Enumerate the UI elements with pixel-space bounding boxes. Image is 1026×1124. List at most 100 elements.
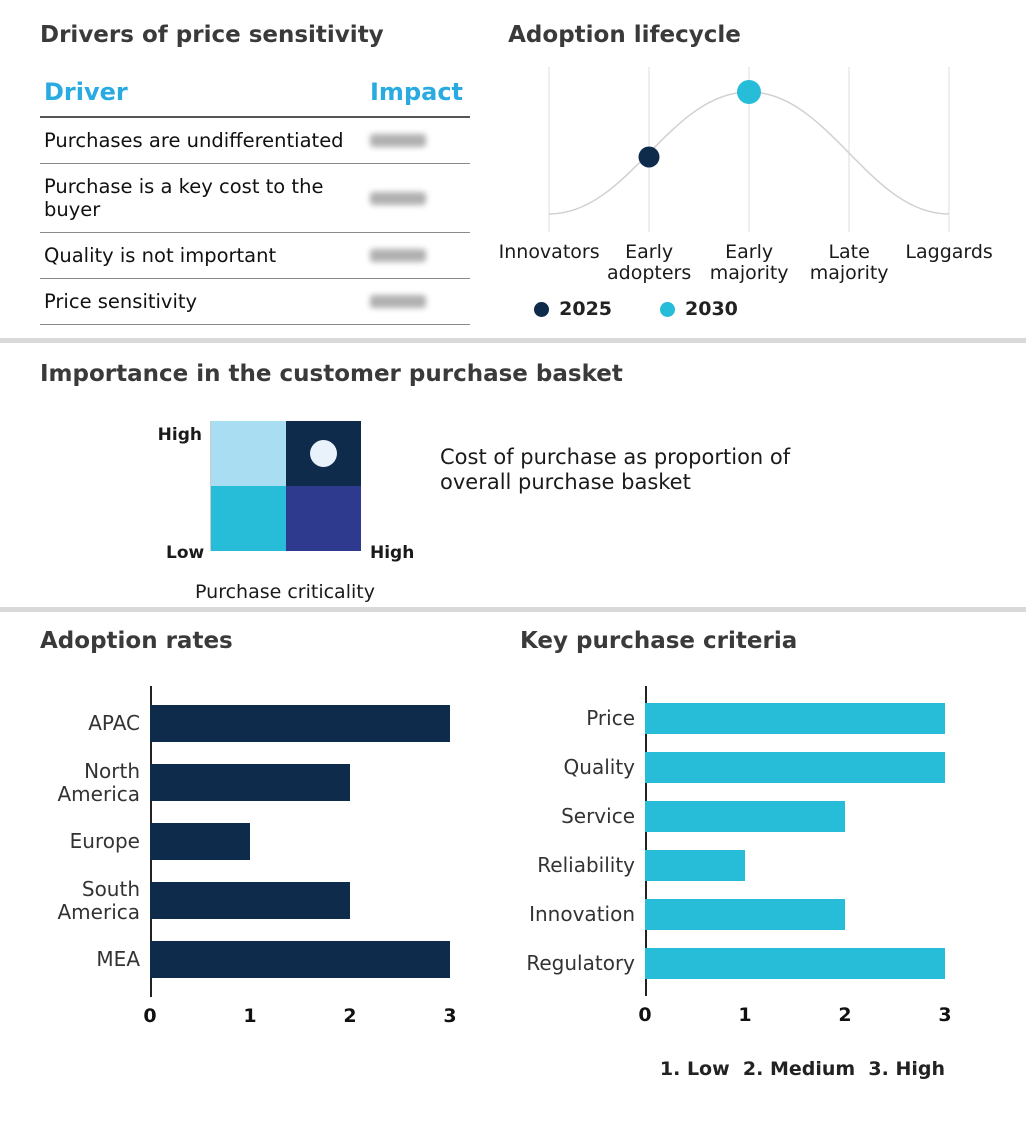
- bar-category-label: Price: [586, 706, 635, 730]
- bar-category-label: South America: [57, 876, 141, 924]
- bar-track: [645, 752, 945, 783]
- bar-track: [150, 764, 450, 801]
- bar-row: Service: [520, 792, 980, 841]
- lifecycle-marker-2030: [737, 80, 762, 104]
- tick-label: 3: [443, 1005, 457, 1027]
- legend-label: 2030: [685, 298, 738, 320]
- lifecycle-legend: 2025 2030: [534, 298, 1006, 320]
- legend-item: 2025: [534, 298, 612, 320]
- driver-row: Purchase is a key cost to the buyer: [40, 163, 470, 233]
- bar-track: [645, 801, 945, 832]
- quadrant-top-left: [211, 421, 286, 486]
- drivers-title: Drivers of price sensitivity: [40, 22, 384, 48]
- impact-redacted-value: [370, 134, 426, 147]
- bar: [645, 850, 745, 881]
- bar: [150, 823, 250, 860]
- matrix-marker-dot: [310, 440, 337, 467]
- lifecycle-stage-label: Early adopters: [607, 241, 692, 285]
- bar-row: Quality: [520, 743, 980, 792]
- x-axis-ticks: 0 1 2 3: [638, 1004, 951, 1030]
- bar: [645, 703, 945, 734]
- basket-description: Cost of purchase as proportion of overal…: [440, 445, 791, 494]
- impact-cell: [366, 232, 470, 279]
- bar-row: North America: [40, 753, 490, 812]
- driver-row: Quality is not important: [40, 232, 470, 279]
- impact-redacted-value: [370, 295, 426, 308]
- adoption-rates-chart: Adoption rates APAC North America Europe So…: [40, 628, 490, 1080]
- bar: [150, 705, 450, 742]
- bar-category-label: Service: [561, 804, 635, 828]
- purchase-basket-section: Importance in the customer purchase bask…: [0, 343, 1026, 607]
- bar-category-label: Europe: [69, 829, 140, 853]
- section-divider: [0, 607, 1026, 612]
- bar: [150, 941, 450, 978]
- bar-row: Innovation: [520, 890, 980, 939]
- matrix-x-high-label: High: [370, 543, 415, 563]
- legend-dot: [534, 301, 550, 317]
- bar-row: MEA: [40, 930, 490, 989]
- adoption-lifecycle-chart: [548, 67, 950, 232]
- bar: [150, 882, 350, 919]
- tick-label: 2: [838, 1004, 852, 1026]
- bar-category-label: APAC: [88, 711, 140, 735]
- bar: [645, 948, 945, 979]
- bar-category-label: North America: [57, 758, 141, 806]
- scale-footnote: 1. Low 2. Medium 3. High: [659, 1058, 945, 1080]
- bar-track: [645, 948, 945, 979]
- bar: [645, 899, 845, 930]
- bar: [150, 764, 350, 801]
- x-axis-ticks: 0 1 2 3: [143, 1005, 456, 1031]
- drivers-panel: Drivers of price sensitivity Driver Impa…: [40, 22, 478, 338]
- tick-label: 2: [343, 1005, 357, 1027]
- legend-item: 2030: [660, 298, 738, 320]
- tick-label: 3: [938, 1004, 952, 1026]
- bar-row: Reliability: [520, 841, 980, 890]
- bar-track: [150, 882, 450, 919]
- section-divider: [0, 338, 1026, 343]
- bottom-section: Adoption rates APAC North America Europe So…: [0, 612, 1026, 1080]
- impact-redacted-value: [370, 249, 426, 262]
- driver-cell: Price sensitivity: [40, 278, 366, 325]
- bar-row: Regulatory: [520, 939, 980, 988]
- drivers-header-row: Driver Impact: [40, 74, 470, 118]
- y-axis-line: [645, 686, 647, 996]
- impact-cell: [366, 163, 470, 233]
- bar-category-label: Quality: [563, 755, 635, 779]
- bar-row: South America: [40, 871, 490, 930]
- key-purchase-criteria-title: Key purchase criteria: [520, 628, 798, 654]
- bar-track: [645, 850, 945, 881]
- driver-row: Purchases are undifferentiated: [40, 117, 470, 164]
- bar-track: [150, 705, 450, 742]
- lifecycle-marker-2025: [638, 146, 660, 168]
- driver-cell: Quality is not important: [40, 232, 366, 279]
- bar-track: [150, 823, 450, 860]
- quadrant-bottom-right: [286, 486, 361, 551]
- tick-label: 1: [738, 1004, 752, 1026]
- bar-category-label: Regulatory: [526, 951, 635, 975]
- impact-redacted-value: [370, 191, 426, 205]
- bar-row: Europe: [40, 812, 490, 871]
- bar-row: Price: [520, 694, 980, 743]
- matrix-y-high-label: High: [157, 425, 202, 445]
- basket-matrix: High Low High Purchase criticality: [150, 421, 440, 611]
- lifecycle-title: Adoption lifecycle: [508, 22, 741, 48]
- driver-row: Price sensitivity: [40, 278, 470, 325]
- quadrant-top-right: [286, 421, 361, 486]
- tick-label: 0: [638, 1004, 652, 1026]
- driver-cell: Purchase is a key cost to the buyer: [40, 163, 366, 233]
- top-section: Drivers of price sensitivity Driver Impa…: [0, 0, 1026, 338]
- driver-cell: Purchases are undifferentiated: [40, 117, 366, 164]
- adoption-lifecycle-panel: Adoption lifecycle Innovators Early adopt…: [499, 22, 1006, 338]
- bar-category-label: Reliability: [537, 853, 635, 877]
- bar-track: [645, 899, 945, 930]
- lifecycle-stage-labels: Innovators Early adopters Early majority La…: [499, 240, 993, 294]
- lifecycle-stage-label: Laggards: [905, 241, 993, 263]
- basket-title: Importance in the customer purchase bask…: [40, 361, 623, 387]
- lifecycle-stage-label: Innovators: [498, 241, 600, 263]
- legend-label: 2025: [559, 298, 613, 320]
- matrix-x-axis-label: Purchase criticality: [195, 581, 375, 603]
- drivers-table: Driver Impact Purchases are undifferenti…: [40, 74, 470, 325]
- driver-column-header: Driver: [40, 74, 366, 118]
- bar-category-label: MEA: [96, 947, 140, 971]
- bar: [645, 801, 845, 832]
